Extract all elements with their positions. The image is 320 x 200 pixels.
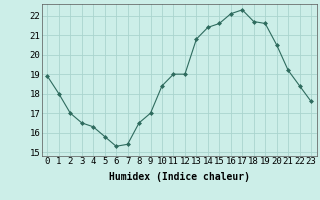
- X-axis label: Humidex (Indice chaleur): Humidex (Indice chaleur): [109, 172, 250, 182]
